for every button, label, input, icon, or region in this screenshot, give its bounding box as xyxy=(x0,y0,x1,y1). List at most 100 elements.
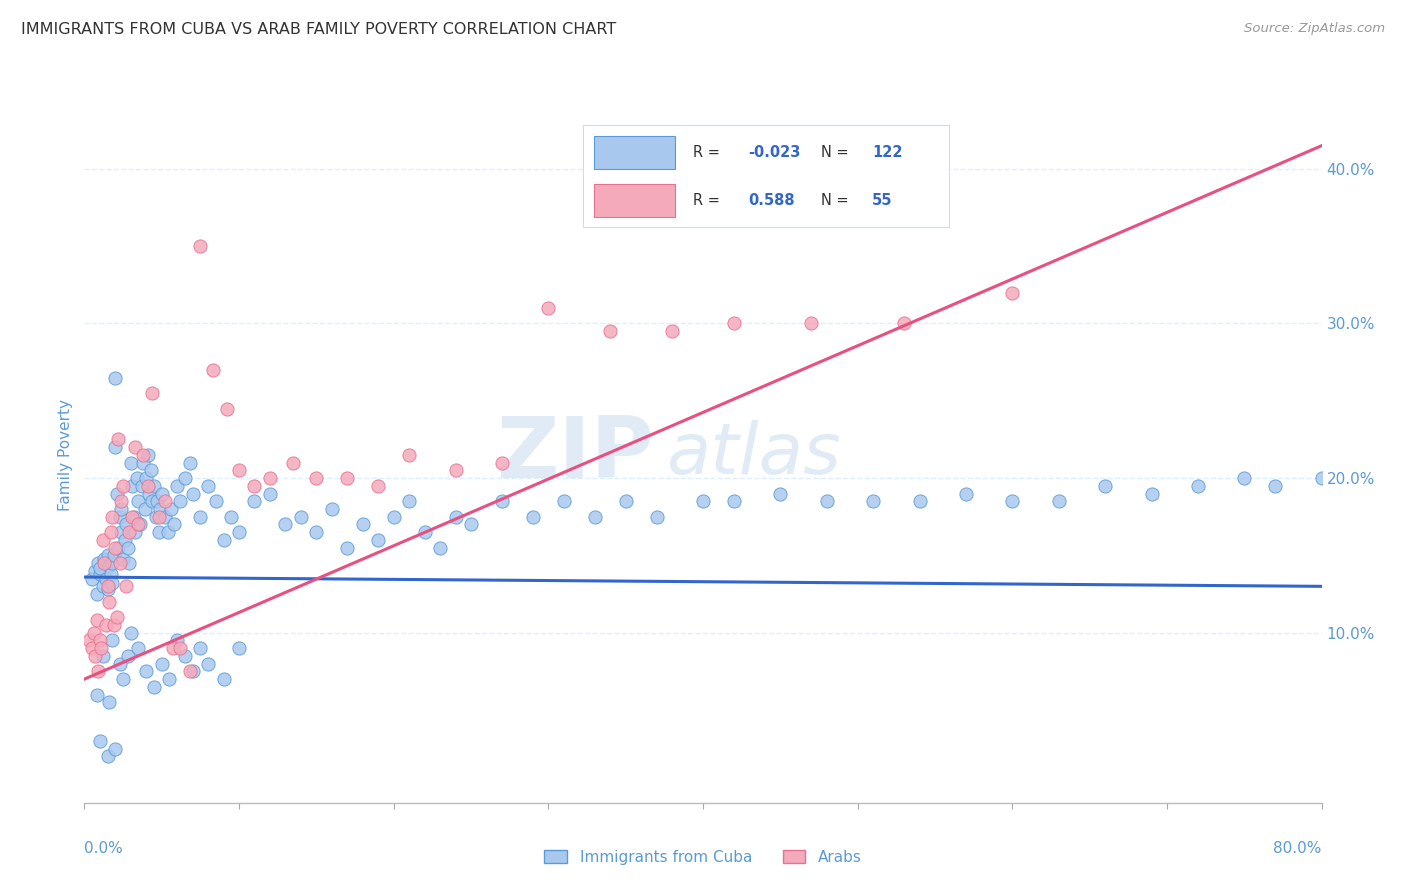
Point xyxy=(336,471,359,485)
Point xyxy=(104,541,127,555)
Point xyxy=(174,471,197,485)
Point xyxy=(114,533,136,547)
Point xyxy=(692,494,714,508)
Point xyxy=(166,479,188,493)
Point xyxy=(188,239,211,253)
FancyBboxPatch shape xyxy=(595,185,675,218)
Point xyxy=(205,494,228,508)
Point xyxy=(1187,479,1209,493)
Point xyxy=(93,556,115,570)
Point xyxy=(91,533,114,547)
Point xyxy=(955,486,977,500)
Point xyxy=(153,509,176,524)
Point xyxy=(89,566,111,581)
Point xyxy=(136,479,159,493)
Point xyxy=(101,509,124,524)
Point xyxy=(112,551,135,566)
Point xyxy=(138,486,160,500)
Point xyxy=(1264,479,1286,493)
Point xyxy=(77,633,100,648)
Point xyxy=(86,688,108,702)
Point xyxy=(82,641,104,656)
Point xyxy=(169,494,191,508)
Point xyxy=(87,556,110,570)
Point xyxy=(132,448,155,462)
Point xyxy=(800,317,823,331)
Point xyxy=(228,641,250,656)
Point xyxy=(91,648,114,663)
Point xyxy=(110,525,132,540)
Point xyxy=(104,370,127,384)
Point xyxy=(259,486,281,500)
Point xyxy=(352,517,374,532)
Point xyxy=(398,494,420,508)
Point xyxy=(122,509,145,524)
Point xyxy=(141,494,163,508)
Point xyxy=(86,613,108,627)
Point xyxy=(148,509,170,524)
Point xyxy=(124,440,146,454)
Point xyxy=(149,502,172,516)
Point xyxy=(336,541,359,555)
Point xyxy=(94,618,117,632)
Point xyxy=(83,625,105,640)
Point xyxy=(153,494,176,508)
Point xyxy=(104,741,127,756)
Point xyxy=(179,665,201,679)
Point xyxy=(367,533,389,547)
Point xyxy=(614,494,637,508)
Point xyxy=(398,448,420,462)
Point xyxy=(112,479,135,493)
Text: -0.023: -0.023 xyxy=(748,145,800,160)
Point xyxy=(212,533,235,547)
Point xyxy=(101,633,124,648)
Point xyxy=(1094,479,1116,493)
Point xyxy=(84,564,107,578)
Point xyxy=(118,556,141,570)
Point xyxy=(139,463,162,477)
Point xyxy=(274,517,297,532)
Point xyxy=(127,494,149,508)
Point xyxy=(429,541,451,555)
Point xyxy=(127,641,149,656)
Point xyxy=(1047,494,1070,508)
Point xyxy=(120,625,142,640)
Point xyxy=(127,517,149,532)
Point xyxy=(143,680,166,694)
Point xyxy=(179,456,201,470)
Point xyxy=(228,463,250,477)
Point xyxy=(90,641,112,656)
Point xyxy=(96,749,118,764)
Point xyxy=(148,525,170,540)
Text: 0.0%: 0.0% xyxy=(84,841,124,856)
Point xyxy=(84,648,107,663)
Point xyxy=(89,734,111,748)
Point xyxy=(1140,486,1163,500)
Point xyxy=(723,494,745,508)
Point xyxy=(281,456,305,470)
Point xyxy=(107,541,129,555)
Point xyxy=(145,509,167,524)
Point xyxy=(98,695,121,709)
Point xyxy=(862,494,884,508)
Point xyxy=(599,324,621,338)
Point xyxy=(197,479,219,493)
Point xyxy=(143,479,166,493)
Point xyxy=(91,579,114,593)
Point xyxy=(110,494,132,508)
Point xyxy=(108,509,131,524)
Point xyxy=(118,525,141,540)
Point xyxy=(141,386,163,401)
Text: R =: R = xyxy=(693,145,724,160)
Point xyxy=(908,494,931,508)
Y-axis label: Family Poverty: Family Poverty xyxy=(58,399,73,511)
Point xyxy=(132,456,155,470)
Point xyxy=(723,317,745,331)
FancyBboxPatch shape xyxy=(595,136,675,169)
Point xyxy=(101,576,124,591)
Point xyxy=(89,633,111,648)
Point xyxy=(166,633,188,648)
Point xyxy=(87,665,110,679)
Text: N =: N = xyxy=(821,145,853,160)
Point xyxy=(108,556,131,570)
